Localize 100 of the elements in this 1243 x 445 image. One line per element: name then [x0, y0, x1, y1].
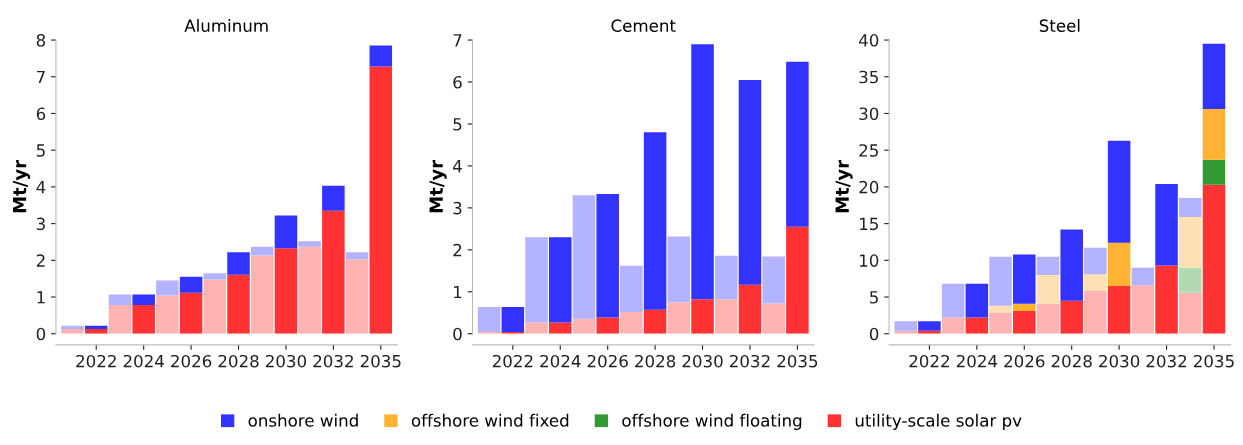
y-axis-title: Mt/yr	[12, 160, 31, 213]
x-tick-label: 2028	[635, 354, 676, 368]
x-tick-label: 2024	[540, 354, 581, 368]
y-tick-label: 40	[858, 34, 879, 47]
bar	[691, 299, 714, 334]
bar	[1131, 267, 1155, 286]
y-tick-label: 3	[36, 217, 45, 231]
bar	[989, 305, 1012, 313]
y-tick-label: 5	[870, 291, 878, 304]
bar	[548, 237, 572, 323]
bar	[1178, 197, 1202, 217]
y-tick-label: 4	[36, 181, 46, 194]
bar	[132, 305, 155, 334]
bar	[1202, 184, 1226, 334]
bar	[1131, 285, 1155, 334]
x-tick-label: 2022	[76, 354, 116, 368]
bar	[941, 317, 965, 334]
bar	[525, 322, 548, 334]
bar	[227, 274, 250, 334]
x-tick-label: 2024	[123, 354, 164, 368]
bar	[1178, 292, 1202, 334]
bar	[1155, 265, 1178, 334]
y-tick-label: 4	[453, 160, 462, 173]
bar	[667, 302, 691, 334]
bar	[965, 317, 989, 334]
y-tick-label: 30	[859, 107, 879, 121]
bar	[1202, 159, 1226, 185]
x-tick-label: 2032	[1146, 354, 1187, 368]
bar	[738, 284, 762, 334]
bar	[369, 66, 393, 334]
x-tick-label: 2022	[492, 354, 533, 368]
bar	[250, 246, 274, 256]
bar	[918, 321, 941, 331]
bar	[786, 61, 809, 227]
bar	[548, 322, 572, 334]
bar	[1036, 256, 1060, 276]
bar	[108, 305, 132, 334]
x-tick-label: 2032	[729, 354, 770, 368]
bar	[156, 280, 179, 296]
bar	[274, 215, 298, 249]
y-tick-label: 6	[36, 107, 46, 121]
chart-title: Aluminum	[184, 19, 268, 32]
bar	[714, 299, 738, 334]
bar	[1060, 229, 1083, 301]
bar	[894, 321, 917, 331]
bar	[620, 265, 643, 312]
bar	[1107, 140, 1131, 243]
y-axis-title: Mt/yr	[835, 160, 853, 213]
legend-label: offshore wind fixed	[411, 413, 569, 427]
bar	[620, 311, 643, 334]
bar	[477, 306, 501, 333]
y-tick-label: 15	[860, 217, 878, 231]
bar	[227, 252, 250, 275]
y-tick-label: 8	[36, 34, 46, 47]
y-tick-label: 2	[453, 243, 462, 257]
bar	[596, 317, 619, 334]
bar	[203, 273, 227, 280]
y-tick-label: 7	[453, 34, 462, 47]
y-tick-label: 35	[859, 70, 878, 84]
y-tick-label: 5	[453, 118, 462, 131]
bar	[1202, 43, 1226, 110]
bar	[298, 246, 321, 334]
x-tick-label: 2035	[1193, 354, 1234, 368]
bar	[1013, 254, 1036, 304]
x-tick-label: 2024	[956, 354, 998, 368]
bar	[61, 325, 84, 329]
bar	[989, 312, 1012, 334]
bar	[965, 283, 989, 318]
bar	[203, 279, 227, 334]
y-tick-label: 6	[453, 75, 462, 89]
y-tick-label: 0	[869, 327, 879, 341]
bar	[762, 303, 785, 334]
x-tick-label: 2026	[171, 354, 212, 368]
y-tick-label: 10	[860, 254, 879, 267]
legend-label: onshore wind	[248, 413, 358, 427]
bar	[1155, 183, 1178, 266]
bar	[1036, 275, 1060, 304]
bar	[1084, 290, 1107, 334]
bar	[667, 236, 691, 303]
bar	[1107, 242, 1131, 287]
y-axis-title: Mt/yr	[429, 160, 447, 213]
bar	[941, 283, 965, 318]
bar	[132, 294, 155, 306]
bar	[84, 325, 108, 329]
bar	[643, 132, 667, 310]
y-tick-label: 20	[859, 180, 879, 194]
bar	[1084, 247, 1107, 275]
bar	[1013, 310, 1036, 334]
y-tick-label: 1	[454, 285, 462, 299]
chart-title: Steel	[1039, 19, 1080, 32]
x-tick-label: 2028	[218, 354, 259, 368]
bar	[369, 45, 393, 67]
bar	[714, 255, 738, 300]
y-tick-label: 2	[36, 254, 45, 267]
bar	[738, 79, 762, 285]
x-tick-label: 2022	[909, 354, 949, 368]
y-tick-label: 1	[37, 291, 45, 304]
y-tick-label: 5	[36, 144, 45, 157]
bar	[108, 294, 132, 306]
bar	[762, 256, 785, 304]
